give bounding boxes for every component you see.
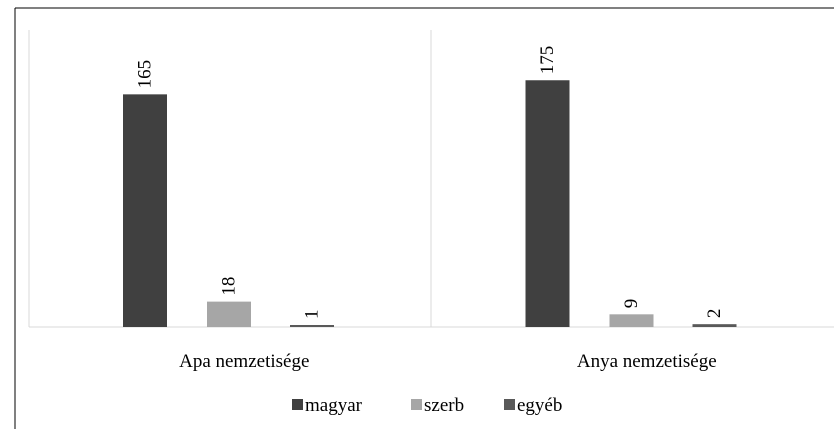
x-tick-label-1: Apa nemzetisége — [179, 351, 309, 372]
legend: magyar szerb egyéb — [292, 395, 562, 416]
bars-layer — [123, 80, 737, 327]
legend-item-magyar: magyar — [292, 395, 363, 416]
x-tick-labels: Apa nemzetisége Anya nemzetisége — [179, 351, 717, 372]
legend-item-egyéb: egyéb — [504, 395, 562, 416]
data-label-magyar-2: 175 — [537, 46, 558, 75]
data-label-szerb-1: 18 — [219, 277, 240, 296]
bar-szerb-1 — [207, 301, 251, 327]
data-labels-layer: 165 18 1 175 9 2 — [135, 46, 726, 319]
legend-label-egyéb: egyéb — [517, 395, 562, 416]
bar-szerb-2 — [609, 314, 654, 327]
bar-egyéb-1 — [290, 325, 334, 327]
bar-egyéb-2 — [692, 324, 737, 327]
legend-label-magyar: magyar — [305, 395, 363, 416]
legend-item-szerb: szerb — [411, 395, 464, 416]
x-tick-label-2: Anya nemzetisége — [577, 351, 717, 372]
legend-label-szerb: szerb — [424, 395, 464, 416]
legend-swatch-szerb — [411, 399, 422, 410]
data-label-egyéb-1: 1 — [302, 310, 323, 320]
bar-magyar-1 — [123, 94, 167, 327]
legend-swatch-egyéb — [504, 399, 515, 410]
bar-magyar-2 — [525, 80, 570, 327]
data-label-szerb-2: 9 — [621, 299, 642, 309]
data-label-egyéb-2: 2 — [704, 309, 725, 319]
data-label-magyar-1: 165 — [135, 60, 156, 89]
legend-swatch-magyar — [292, 399, 303, 410]
